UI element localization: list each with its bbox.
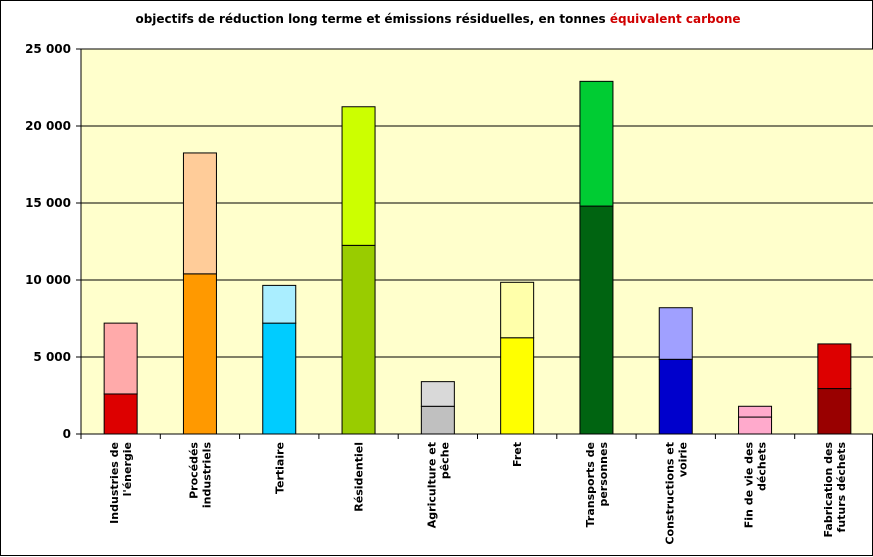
category-label: Constructions etvoirie	[663, 442, 689, 545]
category-label-line: Tertiaire	[273, 442, 286, 494]
bar-segment	[738, 405, 773, 418]
bar-segment	[500, 281, 535, 339]
category-label-line: déchets	[756, 442, 769, 491]
y-tick-label: 25 000	[25, 42, 71, 56]
category-label-text: Procédésindustriels	[187, 442, 213, 509]
category-label-line: personnes	[597, 442, 610, 507]
category-label-line: l'énergie	[121, 442, 134, 496]
bar-segment	[817, 343, 852, 390]
bar-segment	[817, 388, 852, 435]
category-label-line: pêche	[438, 442, 451, 479]
category-label-line: Industries de	[108, 442, 121, 524]
category-label: Résidentiel	[353, 442, 366, 512]
y-tick-label: 5 000	[33, 350, 71, 364]
category-label: Agriculture etpêche	[425, 442, 451, 528]
category-label-text: Agriculture etpêche	[425, 442, 451, 528]
category-label: Industries del'énergie	[108, 442, 134, 524]
bar-segment	[579, 205, 614, 435]
category-label-text: Industries del'énergie	[108, 442, 134, 524]
category-label: Transports depersonnes	[584, 442, 610, 528]
category-label: Fret	[511, 442, 524, 467]
bar-segment	[182, 152, 217, 275]
category-label-line: Fret	[511, 442, 524, 467]
bar-segment	[103, 322, 138, 395]
bars	[103, 80, 852, 435]
category-label-line: voirie	[676, 442, 689, 477]
y-tick-label: 15 000	[25, 196, 71, 210]
y-tick-label: 20 000	[25, 119, 71, 133]
category-label-line: futurs déchets	[835, 442, 848, 533]
category-label-line: industriels	[200, 442, 213, 509]
bar-segment	[420, 381, 455, 407]
category-label-line: Résidentiel	[353, 442, 366, 512]
y-tick-label: 0	[63, 427, 71, 441]
chart-title-part1: objectifs de réduction long terme et émi…	[135, 12, 609, 26]
bar-segment	[738, 416, 773, 435]
bar-segment	[262, 284, 297, 324]
category-label: Procédésindustriels	[187, 442, 213, 509]
category-labels: Industries del'énergie Procédésindustriel…	[108, 442, 848, 545]
bar-segment	[658, 358, 693, 435]
chart-title: objectifs de réduction long terme et émi…	[135, 12, 740, 26]
category-label-line: Constructions et	[663, 442, 676, 545]
category-label: Fin de vie desdéchets	[743, 442, 769, 529]
bar-segment	[341, 244, 376, 435]
category-label-text: Tertiaire	[273, 442, 286, 494]
category-label: Fabrication desfuturs déchets	[822, 442, 848, 538]
category-label-line: Agriculture et	[425, 442, 438, 528]
category-label-line: Fin de vie des	[743, 442, 756, 529]
bar-segment	[103, 393, 138, 435]
bar-segment	[579, 80, 614, 207]
y-tick-labels: 0 5 000 10 000 15 000 20 000 25 000	[25, 42, 71, 441]
bar-segment	[262, 322, 297, 435]
axes	[80, 49, 873, 439]
category-label-text: Fabrication desfuturs déchets	[822, 442, 848, 538]
bar-segment	[500, 337, 535, 435]
category-label-text: Transports depersonnes	[584, 442, 610, 528]
category-label-text: Fret	[511, 442, 524, 467]
category-label-line: Fabrication des	[822, 442, 835, 538]
bar-segment	[182, 273, 217, 435]
bar-segment	[341, 106, 376, 246]
category-label-line: Transports de	[584, 442, 597, 527]
category-label-text: Fin de vie desdéchets	[743, 442, 769, 529]
chart-title-part2: équivalent carbone	[610, 12, 741, 26]
bar-segment	[420, 405, 455, 435]
category-label: Tertiaire	[273, 442, 286, 494]
category-label-line: Procédés	[187, 442, 200, 499]
category-label-text: Constructions etvoirie	[663, 442, 689, 545]
bar-segment	[658, 307, 693, 360]
category-label-text: Résidentiel	[353, 442, 366, 512]
y-tick-label: 10 000	[25, 273, 71, 287]
